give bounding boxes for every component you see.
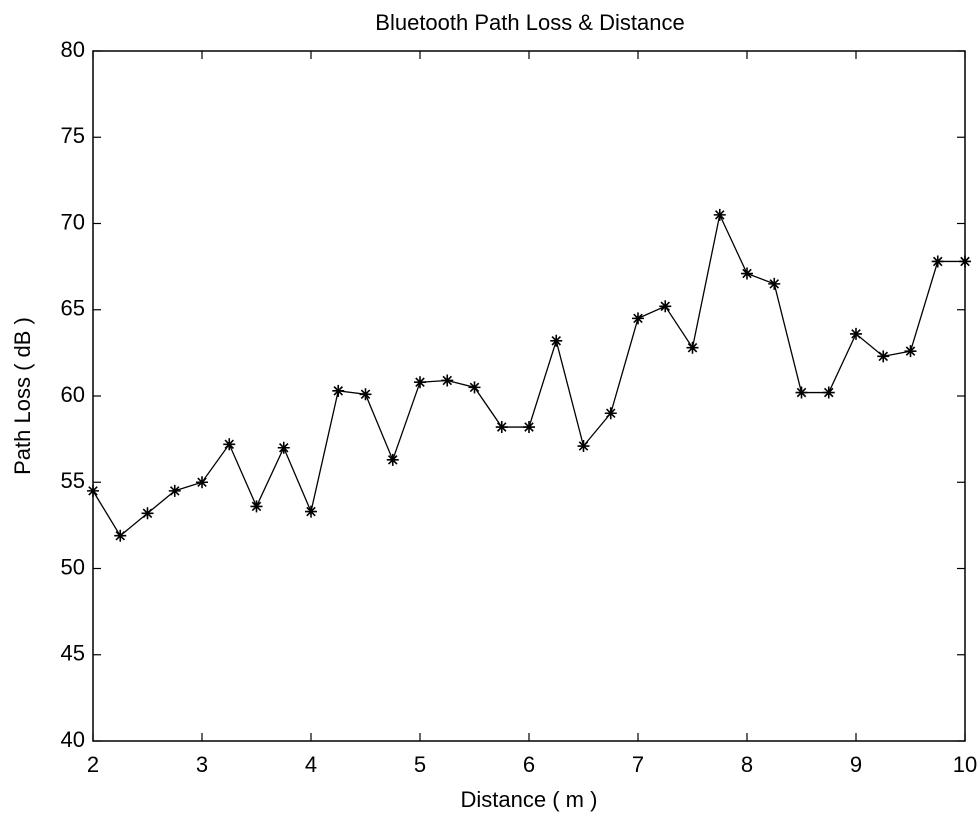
y-tick-label: 65 xyxy=(61,296,85,321)
data-point xyxy=(495,421,508,434)
data-point xyxy=(904,345,917,358)
x-tick-label: 4 xyxy=(305,752,317,777)
data-point xyxy=(196,476,208,489)
y-tick-label: 50 xyxy=(61,554,85,579)
data-point xyxy=(114,529,127,542)
data-point xyxy=(768,277,781,290)
x-tick-label: 8 xyxy=(741,752,753,777)
x-tick-label: 9 xyxy=(850,752,862,777)
data-point xyxy=(223,438,236,451)
data-point xyxy=(250,500,263,513)
data-point xyxy=(332,384,345,397)
plot-frame xyxy=(92,50,966,742)
x-tick-label: 10 xyxy=(953,752,977,777)
data-point xyxy=(686,341,699,354)
data-point xyxy=(141,507,154,520)
y-tick-label: 75 xyxy=(61,123,85,148)
data-point xyxy=(795,386,808,399)
data-point xyxy=(577,440,590,453)
y-tick-label: 70 xyxy=(61,209,85,234)
data-point xyxy=(87,484,99,497)
data-point xyxy=(659,300,672,313)
data-point xyxy=(713,208,726,221)
chart-title: Bluetooth Path Loss & Distance xyxy=(375,10,684,35)
data-point xyxy=(523,421,535,434)
x-tick-label: 3 xyxy=(196,752,208,777)
data-point xyxy=(168,484,181,497)
data-point xyxy=(632,312,644,325)
data-point xyxy=(386,453,399,466)
x-tick-label: 2 xyxy=(87,752,99,777)
data-point xyxy=(305,505,317,518)
data-point xyxy=(741,267,753,280)
data-point xyxy=(441,374,454,387)
data-point xyxy=(877,350,890,363)
data-point xyxy=(959,255,971,268)
x-tick-label: 7 xyxy=(632,752,644,777)
y-tick-label: 55 xyxy=(61,468,85,493)
data-line xyxy=(92,212,965,537)
data-point xyxy=(850,327,862,340)
y-tick-label: 45 xyxy=(61,641,85,666)
y-axis-label: Path Loss ( dB ) xyxy=(10,317,35,475)
x-tick-label: 5 xyxy=(414,752,426,777)
y-tick-label: 40 xyxy=(61,727,85,752)
data-point xyxy=(468,381,481,394)
y-tick-label: 60 xyxy=(61,382,85,407)
data-point xyxy=(414,376,426,389)
x-axis-label: Distance ( m ) xyxy=(461,787,598,812)
data-point xyxy=(277,441,290,454)
data-point xyxy=(931,255,944,268)
data-point xyxy=(359,388,372,401)
data-point xyxy=(550,334,563,347)
data-point xyxy=(822,386,835,399)
x-tick-label: 6 xyxy=(523,752,535,777)
data-point xyxy=(604,407,617,420)
y-tick-label: 80 xyxy=(61,37,85,62)
